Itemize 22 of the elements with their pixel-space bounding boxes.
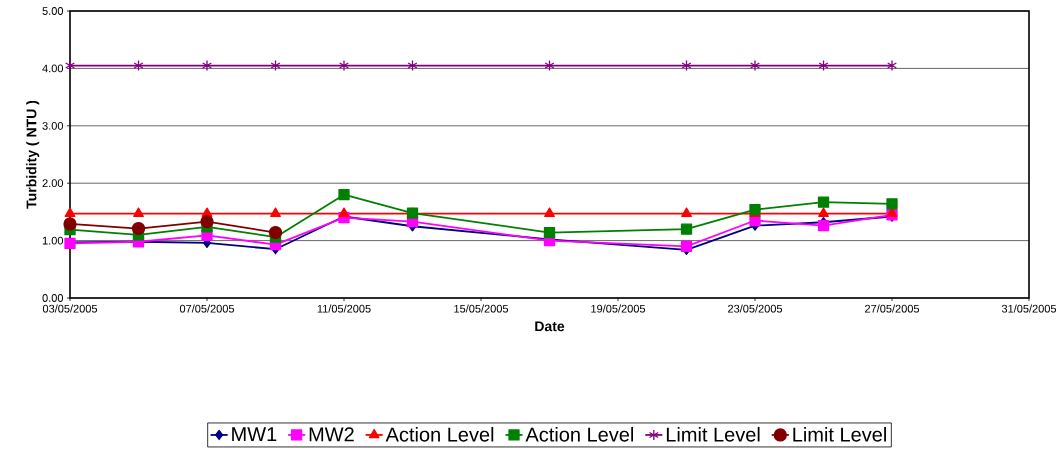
x-tick-label: 15/05/2005 xyxy=(454,304,509,313)
x-tick-label: 07/05/2005 xyxy=(179,304,235,313)
y-tick-label: 5.00 xyxy=(42,7,64,15)
x-tick-label: 19/05/2005 xyxy=(591,304,646,313)
y-tick-label: 0.00 xyxy=(42,294,64,302)
y-tick-label: 1.00 xyxy=(42,236,64,245)
legend-label: MW2 xyxy=(309,427,354,442)
x-tick-label: 23/05/2005 xyxy=(728,304,783,313)
legend-label: Limit Level xyxy=(666,426,760,442)
x-tick-label: 03/05/2005 xyxy=(42,304,98,313)
legend-label: Limit Level xyxy=(793,426,886,442)
x-tick-label: 31/05/2005 xyxy=(1001,304,1057,313)
x-tick-label: 27/05/2005 xyxy=(865,304,920,313)
legend-label: Action Level xyxy=(525,426,634,442)
y-tick-label: 3.00 xyxy=(42,121,64,130)
legend-label: MW1 xyxy=(232,427,277,442)
y-tick-label: 4.00 xyxy=(42,64,64,73)
y-axis-title: Turbidity ( NTU ) xyxy=(26,100,40,209)
x-tick-label: 11/05/2005 xyxy=(317,304,371,313)
legend-label: Action Level xyxy=(385,426,494,442)
y-tick-label: 2.00 xyxy=(42,179,64,188)
x-axis-title: Date xyxy=(535,321,565,332)
